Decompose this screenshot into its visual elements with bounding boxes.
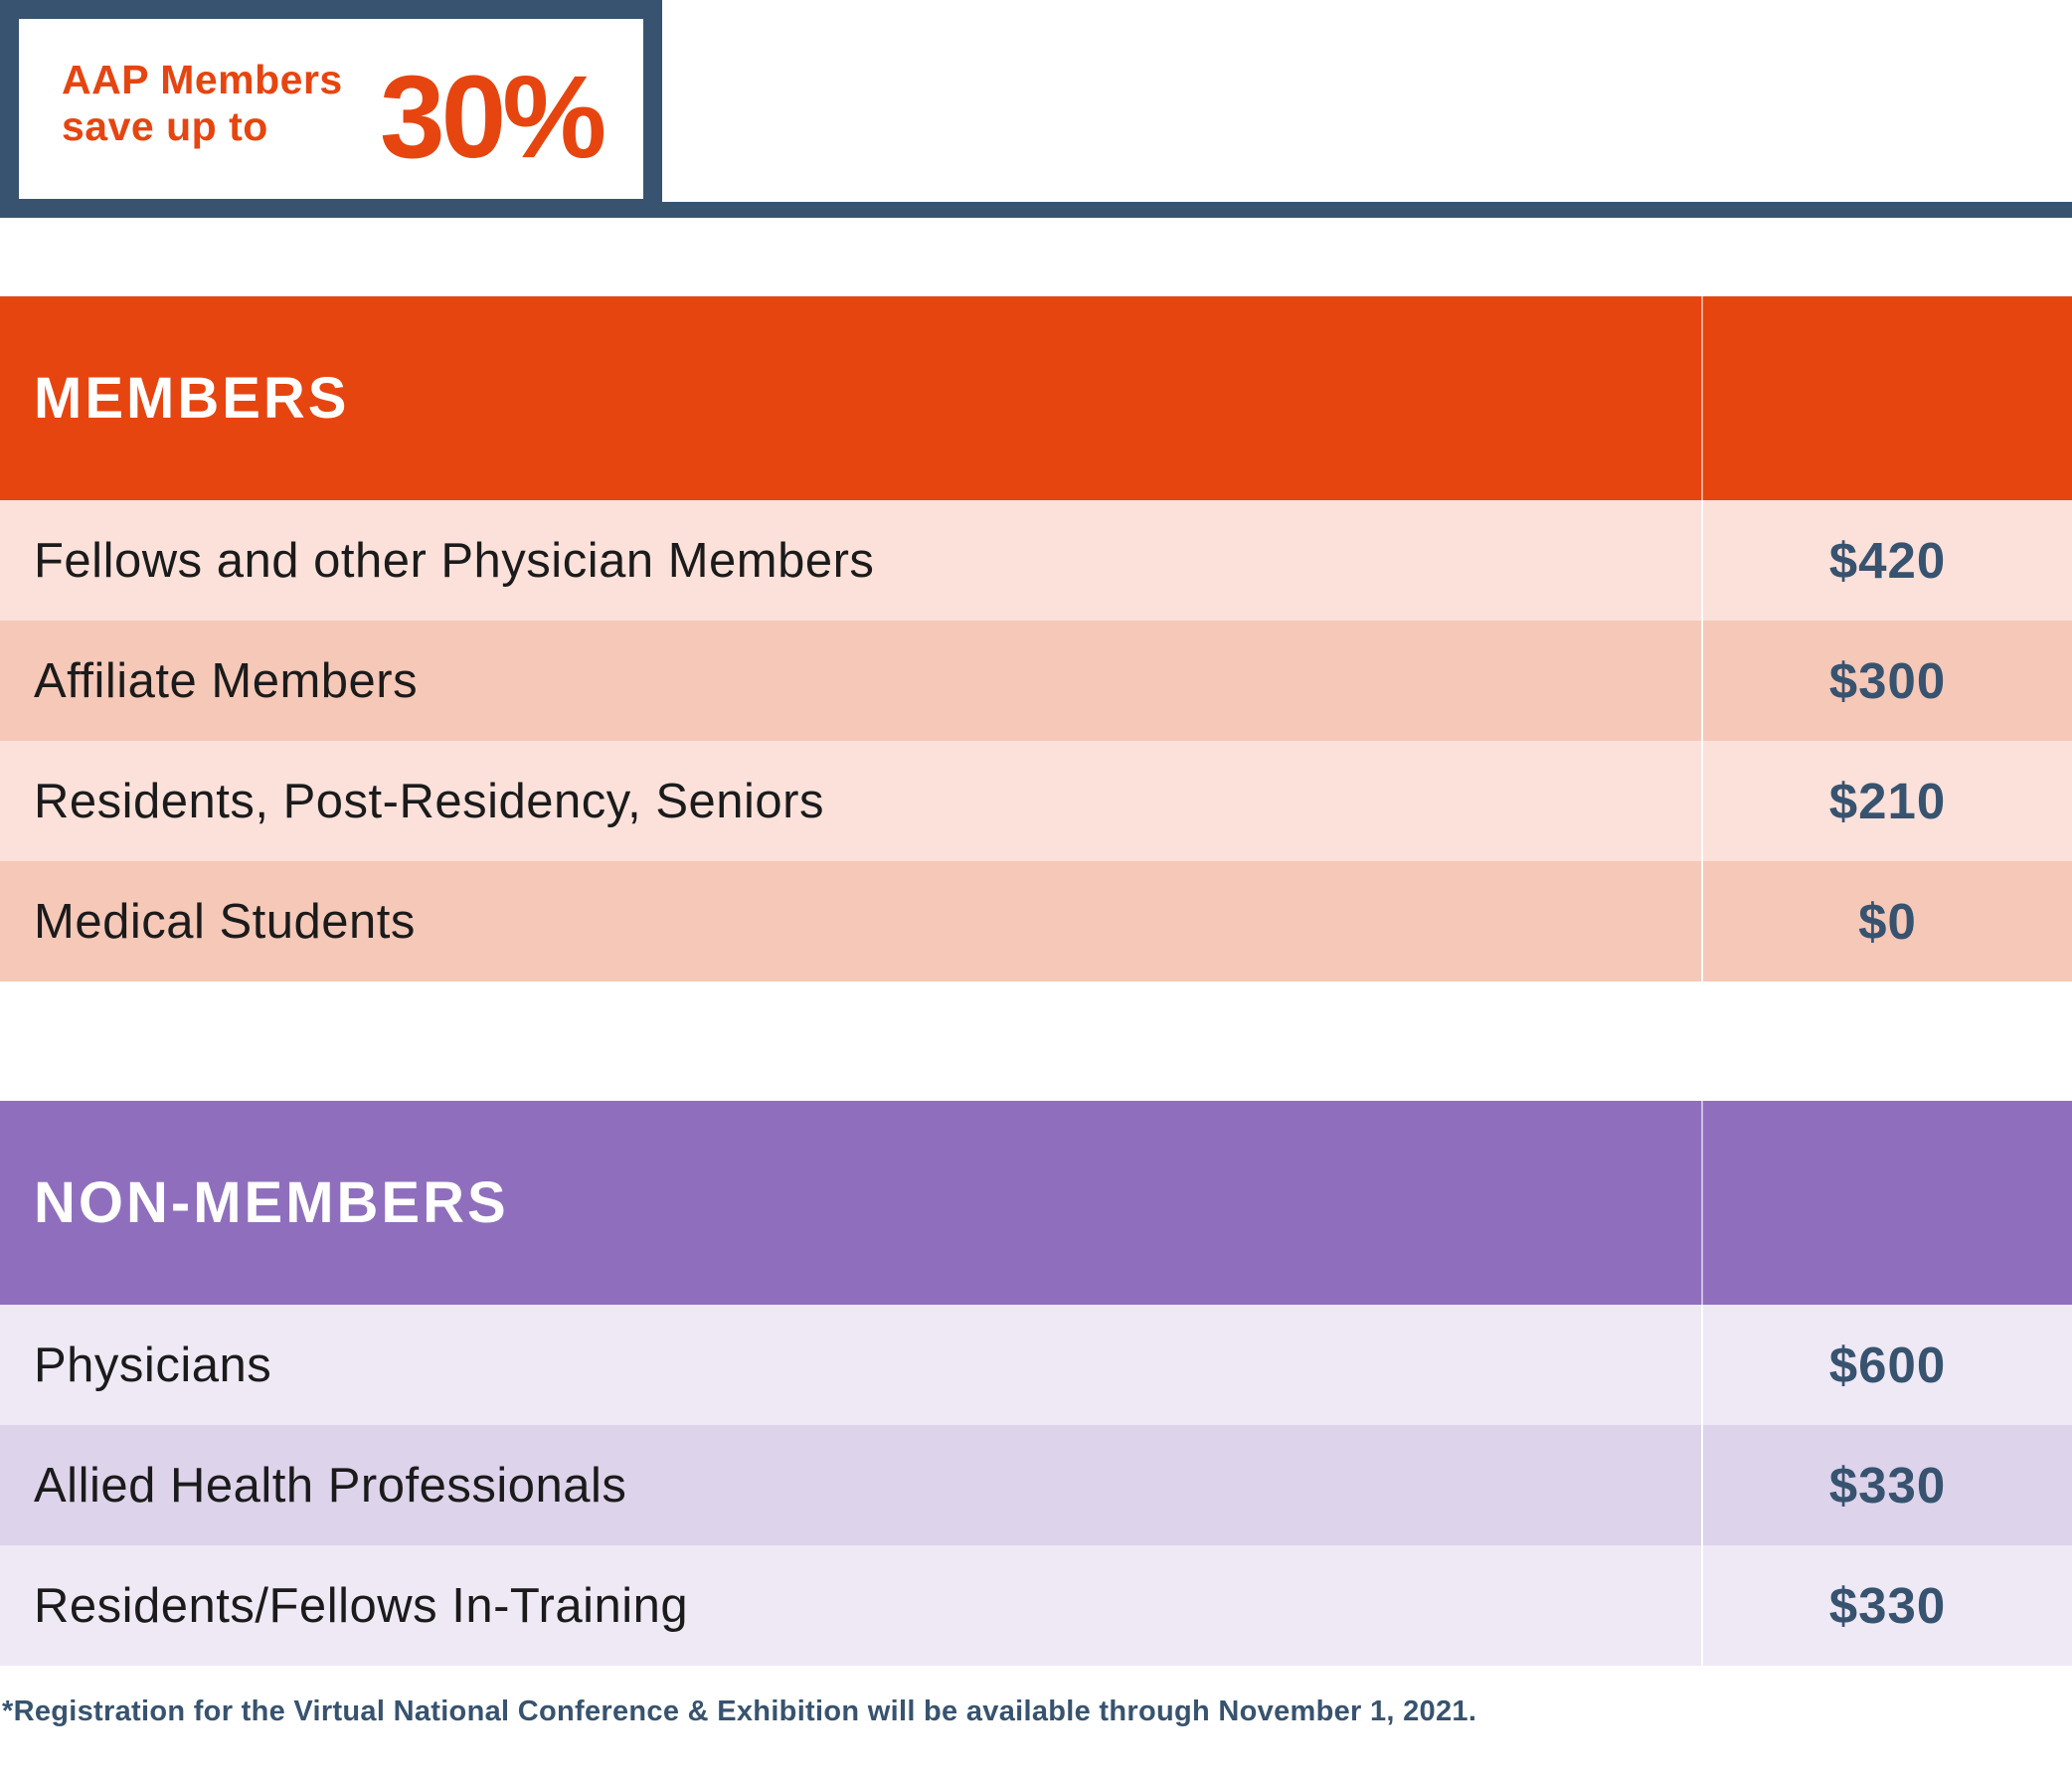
members-table-title: MEMBERS: [34, 366, 350, 431]
table-row: Residents/Fellows In-Training $330: [0, 1545, 2072, 1666]
nonmembers-table-title: NON-MEMBERS: [34, 1170, 509, 1235]
row-label: Residents, Post-Residency, Seniors: [34, 774, 824, 828]
table-row: Allied Health Professionals $330: [0, 1425, 2072, 1545]
badge-divider-line: [662, 202, 2072, 218]
row-price: $0: [1701, 861, 2072, 982]
table-row: Physicians $600: [0, 1305, 2072, 1425]
row-label: Affiliate Members: [34, 653, 419, 708]
row-price: $330: [1701, 1545, 2072, 1666]
members-table-header-price-cell: [1701, 296, 2072, 500]
row-label: Residents/Fellows In-Training: [34, 1578, 689, 1633]
savings-badge: AAP Members save up to 30%: [0, 0, 662, 218]
savings-badge-line2: save up to: [62, 103, 268, 149]
table-row: Medical Students $0: [0, 861, 2072, 982]
row-price: $420: [1701, 500, 2072, 621]
row-label: Fellows and other Physician Members: [34, 533, 875, 588]
table-row: Affiliate Members $300: [0, 621, 2072, 741]
savings-badge-percent: 30%: [380, 52, 606, 183]
members-table-header: MEMBERS: [0, 296, 2072, 500]
nonmembers-table-header: NON-MEMBERS: [0, 1101, 2072, 1305]
table-row: Residents, Post-Residency, Seniors $210: [0, 741, 2072, 861]
savings-badge-text: AAP Members save up to: [62, 57, 343, 150]
members-pricing-table: MEMBERS Fellows and other Physician Memb…: [0, 296, 2072, 982]
row-price: $300: [1701, 621, 2072, 741]
table-row: Fellows and other Physician Members $420: [0, 500, 2072, 621]
registration-footnote: *Registration for the Virtual National C…: [2, 1696, 1477, 1727]
row-label: Allied Health Professionals: [34, 1458, 627, 1513]
row-price: $600: [1701, 1305, 2072, 1425]
nonmembers-pricing-table: NON-MEMBERS Physicians $600 Allied Healt…: [0, 1101, 2072, 1666]
row-label: Medical Students: [34, 894, 416, 949]
row-price: $330: [1701, 1425, 2072, 1545]
row-label: Physicians: [34, 1338, 272, 1392]
savings-badge-line1: AAP Members: [62, 57, 343, 102]
row-price: $210: [1701, 741, 2072, 861]
nonmembers-table-header-price-cell: [1701, 1101, 2072, 1305]
